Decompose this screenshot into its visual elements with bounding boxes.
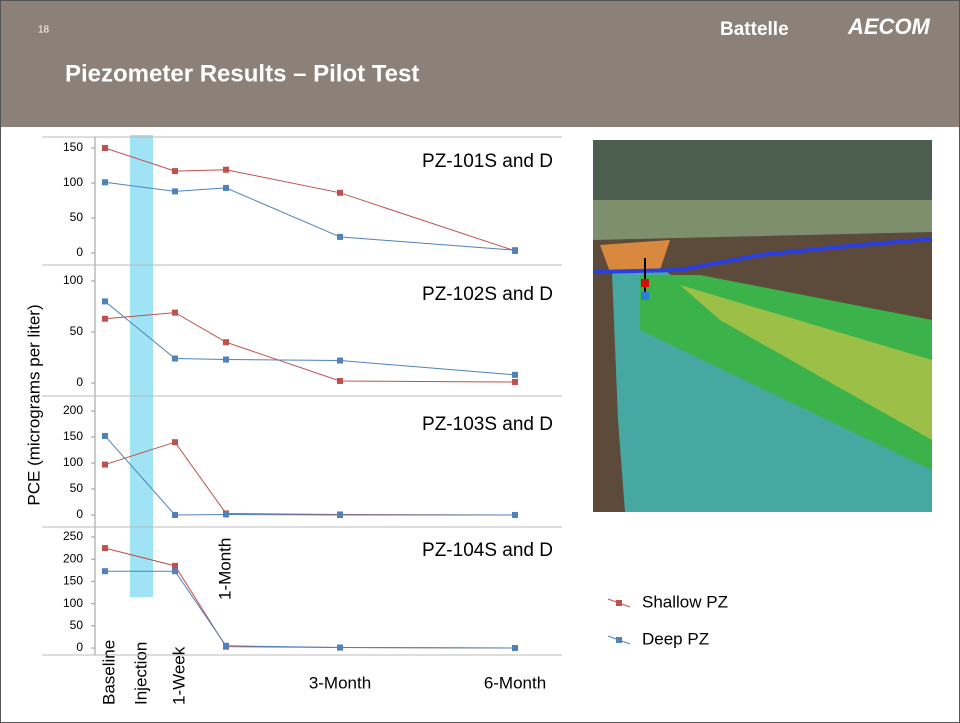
data-point xyxy=(102,298,108,304)
data-point xyxy=(337,645,343,651)
site-image xyxy=(593,140,932,512)
data-point xyxy=(102,462,108,468)
data-point xyxy=(223,167,229,173)
data-point xyxy=(337,190,343,196)
panel-title: PZ-104S and D xyxy=(422,540,553,561)
data-point xyxy=(223,185,229,191)
legend-label: Deep PZ xyxy=(642,629,709,648)
x-tick-label: 1-Month xyxy=(215,538,234,600)
y-tick-label: 100 xyxy=(63,596,83,610)
data-point xyxy=(172,568,178,574)
x-tick-label: 6-Month xyxy=(484,673,546,692)
y-tick-label: 50 xyxy=(70,618,84,632)
data-point xyxy=(223,643,229,649)
panel-title: PZ-103S and D xyxy=(422,414,553,435)
data-point xyxy=(223,339,229,345)
data-point xyxy=(102,316,108,322)
data-point xyxy=(172,168,178,174)
y-tick-label: 0 xyxy=(76,640,83,654)
data-point xyxy=(102,568,108,574)
data-point xyxy=(512,372,518,378)
legend-label: Shallow PZ xyxy=(642,592,728,611)
y-tick-label: 50 xyxy=(70,210,84,224)
y-axis-label: PCE (micrograms per liter) xyxy=(24,304,43,505)
panel-title: PZ-101S and D xyxy=(422,151,553,172)
injection-band xyxy=(130,135,153,597)
y-tick-label: 100 xyxy=(63,175,83,189)
x-tick-label: 1-Week xyxy=(169,646,188,705)
y-tick-label: 100 xyxy=(63,273,83,287)
y-tick-label: 200 xyxy=(63,551,83,565)
y-tick-label: 200 xyxy=(63,403,83,417)
data-point xyxy=(337,512,343,518)
y-tick-label: 0 xyxy=(76,245,83,259)
slide-number: 18 xyxy=(38,25,50,36)
data-point xyxy=(337,358,343,364)
panel-title: PZ-102S and D xyxy=(422,284,553,305)
data-point xyxy=(512,645,518,651)
x-tick-label: Baseline xyxy=(99,640,118,705)
data-point xyxy=(172,439,178,445)
data-point xyxy=(102,145,108,151)
data-point xyxy=(337,234,343,240)
data-point xyxy=(102,433,108,439)
injection-label: Injection xyxy=(131,642,150,705)
slide: 18 Battelle AECOM Piezometer Results – P… xyxy=(0,0,960,723)
y-tick-label: 100 xyxy=(63,455,83,469)
data-point xyxy=(172,563,178,569)
data-point xyxy=(337,378,343,384)
data-point xyxy=(172,512,178,518)
y-tick-label: 0 xyxy=(76,507,83,521)
y-tick-label: 150 xyxy=(63,429,83,443)
data-point xyxy=(223,357,229,363)
legend-marker xyxy=(616,637,622,643)
data-point xyxy=(172,310,178,316)
data-point xyxy=(223,511,229,517)
data-point xyxy=(512,512,518,518)
data-point xyxy=(172,188,178,194)
y-tick-label: 0 xyxy=(76,375,83,389)
data-point xyxy=(102,179,108,185)
y-tick-label: 250 xyxy=(63,529,83,543)
logo-aecom: AECOM xyxy=(847,14,931,39)
data-point xyxy=(512,379,518,385)
y-tick-label: 150 xyxy=(63,574,83,588)
data-point xyxy=(102,545,108,551)
legend-marker xyxy=(616,600,622,606)
logo-battelle: Battelle xyxy=(720,19,789,40)
slide-title: Piezometer Results – Pilot Test xyxy=(65,60,419,87)
y-tick-label: 150 xyxy=(63,140,83,154)
y-tick-label: 50 xyxy=(70,324,84,338)
data-point xyxy=(172,356,178,362)
data-point xyxy=(512,247,518,253)
x-tick-label: 3-Month xyxy=(309,673,371,692)
y-tick-label: 50 xyxy=(70,481,84,495)
